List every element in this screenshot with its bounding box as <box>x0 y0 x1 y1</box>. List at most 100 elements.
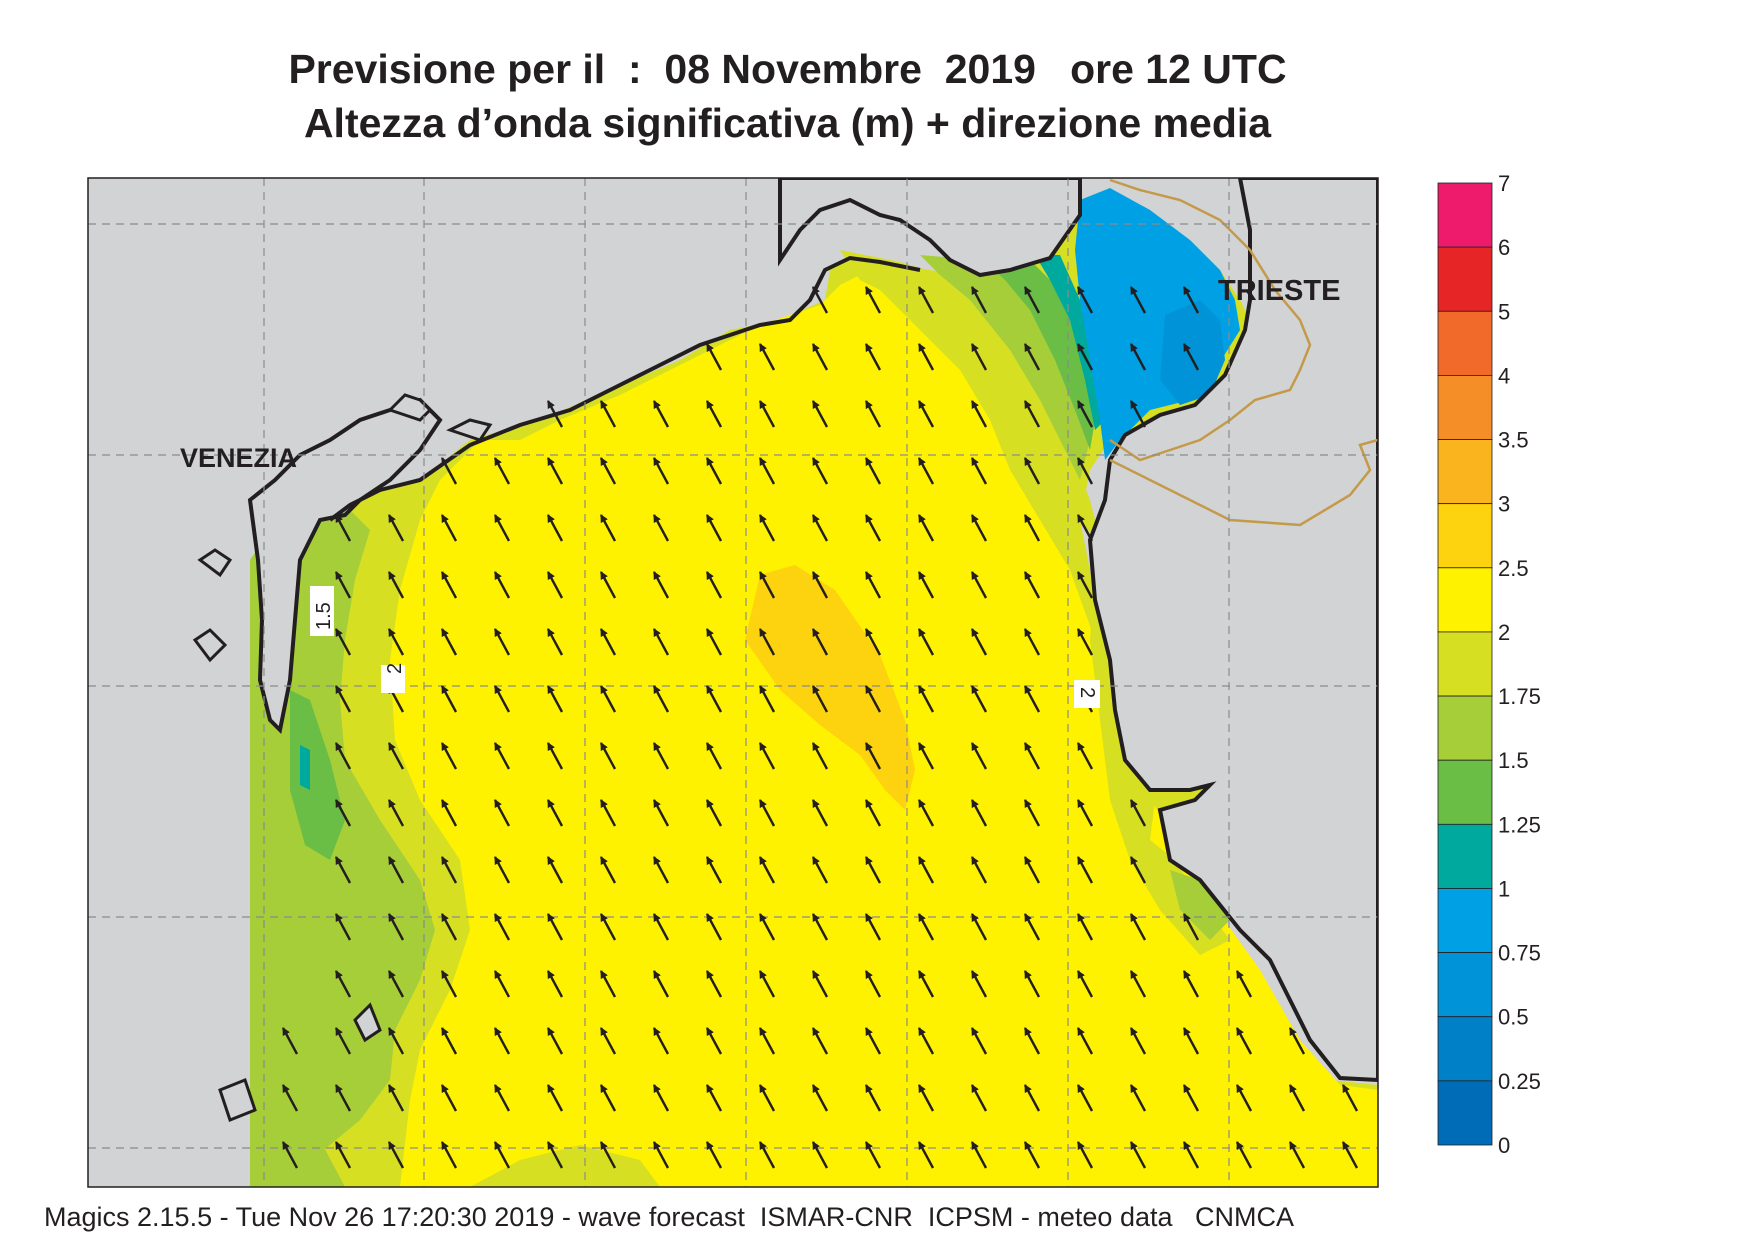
direction-arrow <box>652 571 670 599</box>
direction-arrow <box>493 856 511 884</box>
direction-arrow <box>546 1141 564 1169</box>
legend-swatch <box>1437 182 1493 248</box>
direction-arrow <box>334 856 352 884</box>
graticule <box>88 178 1378 1187</box>
direction-arrow <box>811 742 829 770</box>
direction-arrow <box>705 628 723 656</box>
direction-arrow <box>387 514 405 542</box>
direction-arrow <box>334 742 352 770</box>
direction-arrow <box>1129 343 1147 371</box>
direction-arrow <box>1076 856 1094 884</box>
direction-arrow <box>705 400 723 428</box>
direction-arrow <box>970 457 988 485</box>
direction-arrow <box>1076 1141 1094 1169</box>
direction-arrow <box>1182 1027 1200 1055</box>
direction-arrow <box>1023 343 1041 371</box>
direction-arrow <box>1182 286 1200 314</box>
direction-arrow <box>1023 742 1041 770</box>
legend-swatch <box>1437 888 1493 954</box>
direction-arrow <box>1129 799 1147 827</box>
direction-arrow <box>758 400 776 428</box>
legend-label: 1.5 <box>1498 748 1529 773</box>
direction-arrow <box>599 571 617 599</box>
legend-swatch <box>1437 246 1493 312</box>
wave-zone-1.5-1.75 <box>250 500 435 1187</box>
wave-zone-1-1.25 <box>300 745 310 790</box>
direction-arrow <box>705 1027 723 1055</box>
svg-text:2: 2 <box>1076 687 1098 698</box>
direction-arrow <box>970 856 988 884</box>
direction-arrow <box>281 1084 299 1112</box>
direction-arrow <box>864 1084 882 1112</box>
direction-arrow <box>970 742 988 770</box>
direction-arrow <box>652 742 670 770</box>
direction-arrow <box>758 1084 776 1112</box>
direction-arrow <box>334 970 352 998</box>
direction-arrow <box>864 286 882 314</box>
direction-arrow <box>811 457 829 485</box>
direction-arrow <box>917 628 935 656</box>
direction-arrow <box>546 400 564 428</box>
direction-arrow <box>970 970 988 998</box>
direction-arrow <box>970 514 988 542</box>
direction-arrow <box>758 685 776 713</box>
direction-arrow <box>970 400 988 428</box>
direction-arrow <box>599 514 617 542</box>
direction-arrow <box>1023 1027 1041 1055</box>
legend-swatch <box>1437 567 1493 633</box>
direction-arrow <box>1129 400 1147 428</box>
direction-arrow <box>917 343 935 371</box>
direction-arrow <box>970 799 988 827</box>
direction-arrow <box>1076 1027 1094 1055</box>
direction-arrow <box>387 1027 405 1055</box>
direction-arrow <box>440 1084 458 1112</box>
direction-arrow <box>1182 1141 1200 1169</box>
direction-arrow <box>599 742 617 770</box>
direction-arrow <box>705 913 723 941</box>
direction-arrow <box>546 628 564 656</box>
direction-arrow <box>334 1141 352 1169</box>
direction-arrow <box>705 742 723 770</box>
north-coast-line <box>328 255 921 522</box>
direction-arrow <box>1288 1084 1306 1112</box>
direction-arrow <box>546 685 564 713</box>
direction-arrow <box>546 913 564 941</box>
legend-label: 7 <box>1498 171 1510 196</box>
direction-arrow <box>1129 970 1147 998</box>
legend-swatch <box>1437 759 1493 825</box>
direction-arrow <box>864 628 882 656</box>
direction-arrow <box>1129 1084 1147 1112</box>
direction-arrow <box>599 1141 617 1169</box>
wave-zone-1.75-2-s <box>470 1145 660 1187</box>
direction-arrow <box>917 514 935 542</box>
direction-arrow <box>917 1084 935 1112</box>
direction-arrow <box>705 514 723 542</box>
direction-arrow <box>1076 742 1094 770</box>
direction-arrow <box>599 1084 617 1112</box>
wave-zone-1.75-2-ne <box>840 250 1100 540</box>
wave-zone-1-1.25-ne <box>1035 255 1105 430</box>
direction-arrow <box>811 514 829 542</box>
direction-arrow <box>493 685 511 713</box>
direction-arrow <box>387 1141 405 1169</box>
direction-arrow <box>1182 913 1200 941</box>
direction-arrow <box>1341 1084 1359 1112</box>
direction-arrow <box>970 913 988 941</box>
direction-arrow <box>334 799 352 827</box>
direction-arrow <box>811 571 829 599</box>
legend-label: 2 <box>1498 620 1510 645</box>
direction-arrow <box>652 1141 670 1169</box>
direction-arrow <box>1076 970 1094 998</box>
direction-arrow <box>917 799 935 827</box>
map-frame <box>87 177 1379 1188</box>
direction-arrow <box>652 1027 670 1055</box>
direction-arrow <box>917 913 935 941</box>
direction-arrow <box>705 799 723 827</box>
direction-arrow <box>546 1084 564 1112</box>
direction-arrow <box>652 913 670 941</box>
direction-arrow <box>599 856 617 884</box>
legend-label: 1.25 <box>1498 812 1541 837</box>
direction-arrow <box>546 514 564 542</box>
direction-arrow <box>811 1027 829 1055</box>
direction-arrow <box>811 799 829 827</box>
